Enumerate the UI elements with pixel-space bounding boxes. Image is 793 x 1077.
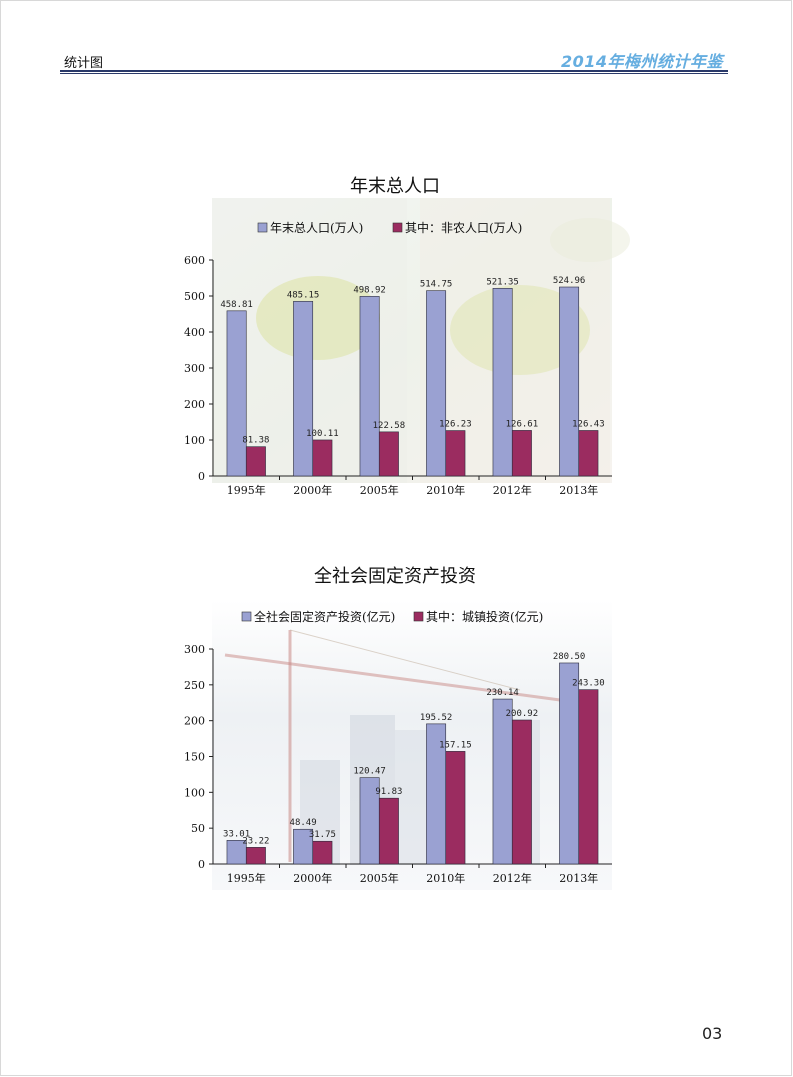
data-label: 33.01 [223, 829, 250, 839]
x-tick-label: 2005年 [360, 871, 399, 885]
data-label: 81.38 [242, 436, 269, 446]
x-tick-label: 2005年 [360, 483, 399, 497]
data-label: 91.83 [375, 787, 402, 797]
x-tick-label: 2000年 [293, 483, 332, 497]
x-tick-label: 2000年 [293, 871, 332, 885]
legend-swatch [413, 611, 424, 622]
bar [245, 446, 266, 477]
data-label: 230.14 [486, 688, 519, 698]
legend-label: 年末总人口(万人) [270, 221, 363, 235]
y-tick-label: 0 [198, 470, 205, 483]
data-label: 195.52 [420, 713, 453, 723]
data-label: 31.75 [309, 830, 336, 840]
bar [445, 751, 466, 865]
header-rule [60, 70, 728, 72]
data-label: 122.58 [373, 421, 406, 431]
bar [245, 847, 266, 865]
bar [559, 286, 580, 477]
data-label: 126.61 [506, 419, 539, 429]
y-tick-label: 300 [184, 362, 205, 375]
bar [426, 290, 447, 477]
legend-label: 其中：非农人口(万人) [405, 220, 522, 235]
y-tick-label: 100 [184, 786, 205, 799]
x-tick-label: 1995年 [227, 871, 266, 885]
bar [559, 662, 580, 865]
data-label: 243.30 [572, 679, 605, 689]
y-tick-label: 150 [184, 751, 205, 764]
data-label: 126.43 [572, 419, 605, 429]
bar [293, 301, 314, 477]
bar [492, 288, 513, 477]
bar [511, 430, 532, 477]
data-label: 100.11 [306, 429, 339, 439]
data-label: 458.81 [220, 300, 253, 310]
x-tick-label: 2013年 [559, 483, 598, 497]
data-label: 514.75 [420, 280, 453, 290]
x-tick-label: 2012年 [493, 871, 532, 885]
y-tick-label: 500 [184, 290, 205, 303]
page-number: 03 [702, 1024, 723, 1043]
y-tick-label: 50 [191, 822, 205, 835]
data-label: 157.15 [439, 740, 472, 750]
bar [226, 310, 247, 477]
data-label: 280.50 [553, 652, 586, 662]
data-label: 120.47 [353, 767, 386, 777]
bar [511, 719, 532, 865]
chart-2-background [212, 600, 612, 890]
bar [359, 296, 380, 477]
bar [578, 689, 599, 865]
y-tick-label: 100 [184, 434, 205, 447]
data-label: 200.92 [506, 709, 539, 719]
bar [578, 430, 599, 477]
header-rule-thin [60, 73, 728, 74]
x-tick-label: 2010年 [426, 871, 465, 885]
y-tick-label: 600 [184, 254, 205, 267]
data-label: 498.92 [353, 285, 386, 295]
legend-label: 其中：城镇投资(亿元) [426, 609, 543, 624]
x-tick-label: 1995年 [227, 483, 266, 497]
bar [378, 431, 399, 477]
x-tick-label: 2013年 [559, 871, 598, 885]
section-title: 统计图 [64, 56, 104, 71]
legend-swatch [257, 222, 268, 233]
data-label: 126.23 [439, 420, 472, 430]
chart-title: 年末总人口 [350, 176, 440, 197]
bar [378, 797, 399, 865]
y-tick-label: 200 [184, 715, 205, 728]
y-tick-label: 0 [198, 858, 205, 871]
legend-label: 全社会固定资产投资(亿元) [254, 609, 395, 624]
x-tick-label: 2012年 [493, 483, 532, 497]
bar [312, 439, 333, 477]
data-label: 521.35 [486, 277, 519, 287]
y-tick-label: 200 [184, 398, 205, 411]
publication-title: 2014年梅州统计年鉴 [560, 52, 723, 71]
data-label: 48.49 [290, 818, 317, 828]
bar [492, 698, 513, 865]
y-tick-label: 250 [184, 679, 205, 692]
y-tick-label: 300 [184, 643, 205, 656]
legend-swatch [392, 222, 403, 233]
legend-swatch [241, 611, 252, 622]
bar [445, 430, 466, 477]
y-tick-label: 400 [184, 326, 205, 339]
data-label: 524.96 [553, 276, 586, 286]
x-tick-label: 2010年 [426, 483, 465, 497]
chart-title: 全社会固定资产投资 [314, 566, 476, 587]
bar [312, 840, 333, 865]
data-label: 485.15 [287, 290, 320, 300]
data-label: 23.22 [242, 836, 269, 846]
